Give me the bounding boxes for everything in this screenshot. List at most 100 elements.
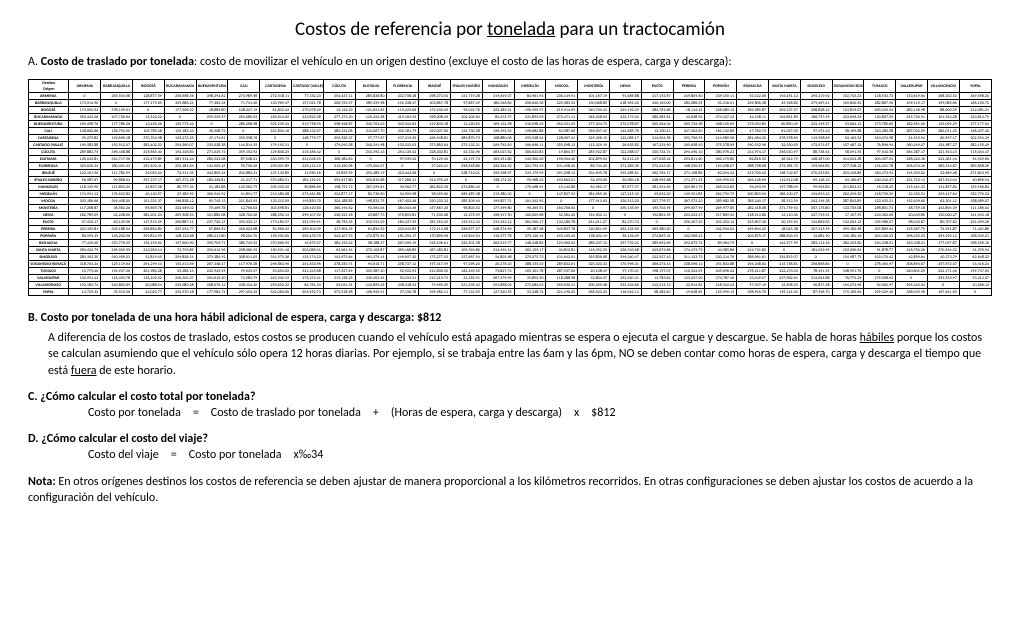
cost-cell: 290,135.69	[610, 205, 642, 212]
cost-cell: 134,869.63	[800, 219, 832, 226]
col-header: CARTAGO (VALLE)	[292, 80, 324, 93]
cost-cell: 240,291.98	[355, 142, 387, 149]
cost-cell: 256,207.23	[673, 219, 705, 226]
cost-cell: 198,197.07	[641, 268, 673, 275]
cost-cell: 108,367.00	[800, 156, 832, 163]
cost-cell: 61,832.44	[260, 107, 292, 114]
cost-cell: 267,490.15	[387, 240, 419, 247]
row-header: SOGAMOSO-BOYACÁ	[29, 261, 69, 268]
row-header: SANTA MARTA	[29, 247, 69, 254]
cost-cell: 0	[673, 226, 705, 233]
cost-cell: 196,955.97	[514, 107, 546, 114]
col-header: MONTERÍA	[578, 80, 610, 93]
cost-cell: 13,681.90	[800, 233, 832, 240]
row-header: DUITAMA	[29, 156, 69, 163]
cost-cell: 108,951.76	[832, 268, 864, 275]
cost-cell: 43,160.67	[832, 177, 864, 184]
cost-cell: 355,298.12	[546, 142, 578, 149]
cost-cell: 325,630.34	[69, 163, 101, 170]
cost-cell: 22,669.48	[927, 170, 959, 177]
cost-cell: 272,981.72	[768, 163, 800, 170]
cost-cell: 126,420.60	[292, 205, 324, 212]
cost-cell: 22,228.60	[101, 212, 133, 219]
section-a-lead: Costo de traslado por tonelada	[41, 55, 194, 69]
cost-cell: 399,182.58	[832, 226, 864, 233]
cost-cell: 45,928.82	[768, 100, 800, 107]
cost-cell: 17,107.59	[832, 212, 864, 219]
cost-cell: 31,317.71	[228, 177, 260, 184]
cost-cell: 390,532.96	[737, 142, 769, 149]
cost-cell: 43,197.74	[451, 156, 483, 163]
cost-cell: 283,086.35	[673, 100, 705, 107]
cost-cell: 49,835.99	[323, 170, 355, 177]
cost-cell: 149,657.30	[387, 254, 419, 261]
cost-cell: 232,042.89	[387, 226, 419, 233]
cost-cell: 233,173.04	[610, 114, 642, 121]
cost-cell: 61,037.03	[768, 128, 800, 135]
cost-cell: 190,531.16	[260, 247, 292, 254]
row-header: CALI	[29, 128, 69, 135]
cost-cell: 286,211.80	[196, 233, 228, 240]
cost-cell: 159,166.84	[959, 184, 991, 191]
cost-cell: 283,232.06	[323, 128, 355, 135]
cost-cell: 20,084.18	[610, 177, 642, 184]
cost-cell: 205,096.42	[705, 268, 737, 275]
cost-cell: 339,587.30	[355, 268, 387, 275]
cost-cell: 273,105.87	[355, 247, 387, 254]
cost-cell: 124,987.27	[927, 142, 959, 149]
cost-cell: 392,485.19	[355, 170, 387, 177]
cost-cell: 297,454.45	[228, 289, 260, 296]
cost-cell: 175,277.53	[419, 254, 451, 261]
cost-cell: 94,493.55	[737, 184, 769, 191]
cost-cell: 94,610.71	[355, 261, 387, 268]
cost-cell: 300,623.83	[514, 149, 546, 156]
cost-cell: 236,333.68	[610, 247, 642, 254]
cost-cell: 317,869.34	[705, 212, 737, 219]
cost-cell: 262,299.30	[832, 191, 864, 198]
row-header: PASTO	[29, 219, 69, 226]
cost-cell: 300,359.48	[578, 282, 610, 289]
cost-cell: 176,523.83	[101, 191, 133, 198]
cost-cell: 332,181.79	[387, 128, 419, 135]
cost-cell: 284,011.35	[927, 128, 959, 135]
cost-cell: 208,076.12	[196, 282, 228, 289]
cost-cell: 216,098.29	[514, 121, 546, 128]
cost-cell: 267,612.04	[927, 177, 959, 184]
title-underline: tonelada	[487, 18, 555, 41]
cost-cell: 194,693.23	[800, 191, 832, 198]
cost-cell: 44,108.11	[737, 114, 769, 121]
cost-cell: 172,071.67	[800, 142, 832, 149]
cost-cell: 182,789.09	[69, 212, 101, 219]
cost-cell: 366,274.14	[641, 261, 673, 268]
cost-cell: 45,632.20	[641, 191, 673, 198]
cost-cell: 263,080.03	[228, 114, 260, 121]
cost-cell: 134,505.45	[196, 163, 228, 170]
cost-cell: 255,435.79	[292, 233, 324, 240]
cost-cell: 282,402.23	[133, 142, 165, 149]
cost-cell: 319,175.99	[514, 170, 546, 177]
cost-cell: 269,977.85	[705, 205, 737, 212]
cost-cell: 202,554.29	[959, 135, 991, 142]
cost-cell: 16,518.45	[864, 184, 896, 191]
cost-cell: 282,867.56	[864, 100, 896, 107]
cost-cell: 281,931.65	[641, 184, 673, 191]
cost-cell: 333,599.75	[260, 156, 292, 163]
cost-cell: 220,214.76	[705, 254, 737, 261]
cost-cell: 258,737.12	[387, 261, 419, 268]
cost-cell: 170,468.91	[514, 184, 546, 191]
col-header: IBAGUÉ	[419, 80, 451, 93]
cost-cell: 375,272.41	[292, 275, 324, 282]
cost-cell: 338,945.90	[896, 289, 928, 296]
cost-cell: 349,598.20	[959, 93, 991, 100]
cost-cell: 98,204.70	[228, 233, 260, 240]
cost-cell: 181,510.25	[419, 219, 451, 226]
cost-cell: 118,135.90	[69, 184, 101, 191]
cost-cell: 53,422.06	[737, 93, 769, 100]
cost-cell: 87,926.70	[800, 289, 832, 296]
section-c: C. ¿Cómo calcular el costo total por ton…	[28, 389, 992, 421]
cost-cell: 37,433.17	[69, 219, 101, 226]
cost-cell: 115,849.34	[451, 233, 483, 240]
cost-cell: 0	[260, 135, 292, 142]
row-header: TUMACO	[29, 268, 69, 275]
cost-cell: 289,883.75	[69, 149, 101, 156]
